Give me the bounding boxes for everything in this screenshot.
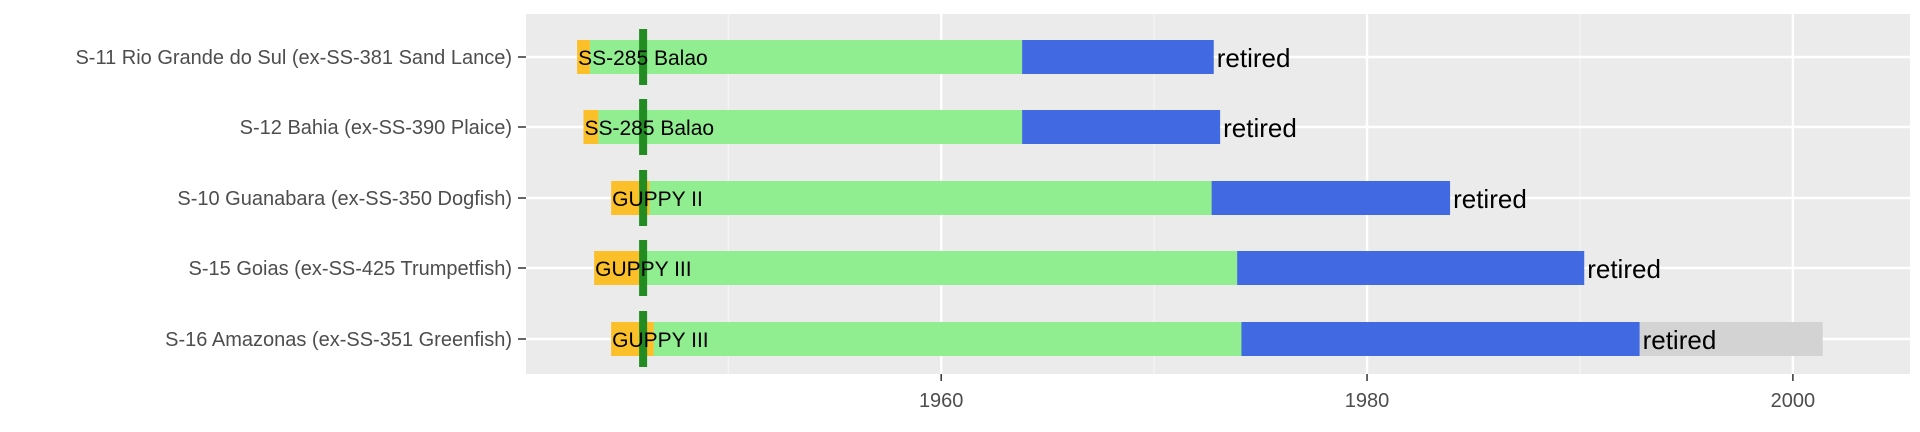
reference-marker bbox=[639, 311, 648, 367]
brazil-service-bar bbox=[1022, 110, 1221, 144]
brazil-service-bar bbox=[1237, 251, 1585, 285]
status-label: retired bbox=[1453, 184, 1527, 214]
class-label: GUPPY II bbox=[612, 188, 703, 211]
brazil-service-bar bbox=[1211, 181, 1451, 215]
class-label: SS-285 Balao bbox=[578, 47, 708, 70]
us-service-bar bbox=[589, 40, 1023, 74]
category-label: S-15 Goias (ex-SS-425 Trumpetfish) bbox=[189, 258, 512, 280]
reference-marker bbox=[639, 99, 648, 155]
reference-marker bbox=[639, 29, 648, 85]
category-label: S-10 Guanabara (ex-SS-350 Dogfish) bbox=[177, 188, 512, 210]
class-label: SS-285 Balao bbox=[584, 117, 714, 140]
status-label: retired bbox=[1223, 113, 1297, 143]
x-tick-label: 1980 bbox=[1345, 390, 1390, 412]
brazil-service-bar bbox=[1022, 40, 1214, 74]
reference-marker bbox=[639, 240, 648, 296]
post-retirement-bar bbox=[1639, 322, 1823, 356]
category-label: S-12 Bahia (ex-SS-390 Plaice) bbox=[240, 117, 512, 139]
x-axis-ticks: 1960 1980 2000 bbox=[919, 374, 1815, 412]
x-tick-label: 2000 bbox=[1771, 390, 1816, 412]
us-service-bar bbox=[598, 110, 1023, 144]
us-service-bar bbox=[649, 181, 1212, 215]
status-label: retired bbox=[1643, 325, 1717, 355]
y-axis-labels: S-11 Rio Grande do Sul (ex-SS-381 Sand L… bbox=[75, 47, 526, 351]
class-label: GUPPY III bbox=[595, 258, 691, 281]
class-label: GUPPY III bbox=[612, 329, 708, 352]
category-label: S-16 Amazonas (ex-SS-351 Greenfish) bbox=[165, 329, 512, 351]
bars bbox=[577, 40, 1823, 356]
reference-marker bbox=[639, 170, 648, 226]
marker-lines bbox=[639, 29, 648, 367]
status-label: retired bbox=[1217, 43, 1291, 73]
us-service-bar bbox=[653, 322, 1242, 356]
construction-bar bbox=[594, 251, 646, 285]
x-tick-label: 1960 bbox=[919, 390, 964, 412]
brazil-service-bar bbox=[1241, 322, 1640, 356]
construction-bar bbox=[583, 110, 599, 144]
us-service-bar bbox=[645, 251, 1238, 285]
bar-labels: SS-285 Balao retired SS-285 Balao retired GU… bbox=[578, 43, 1716, 355]
category-label: S-11 Rio Grande do Sul (ex-SS-381 Sand L… bbox=[75, 47, 512, 69]
status-label: retired bbox=[1587, 254, 1661, 284]
construction-bar bbox=[577, 40, 590, 74]
